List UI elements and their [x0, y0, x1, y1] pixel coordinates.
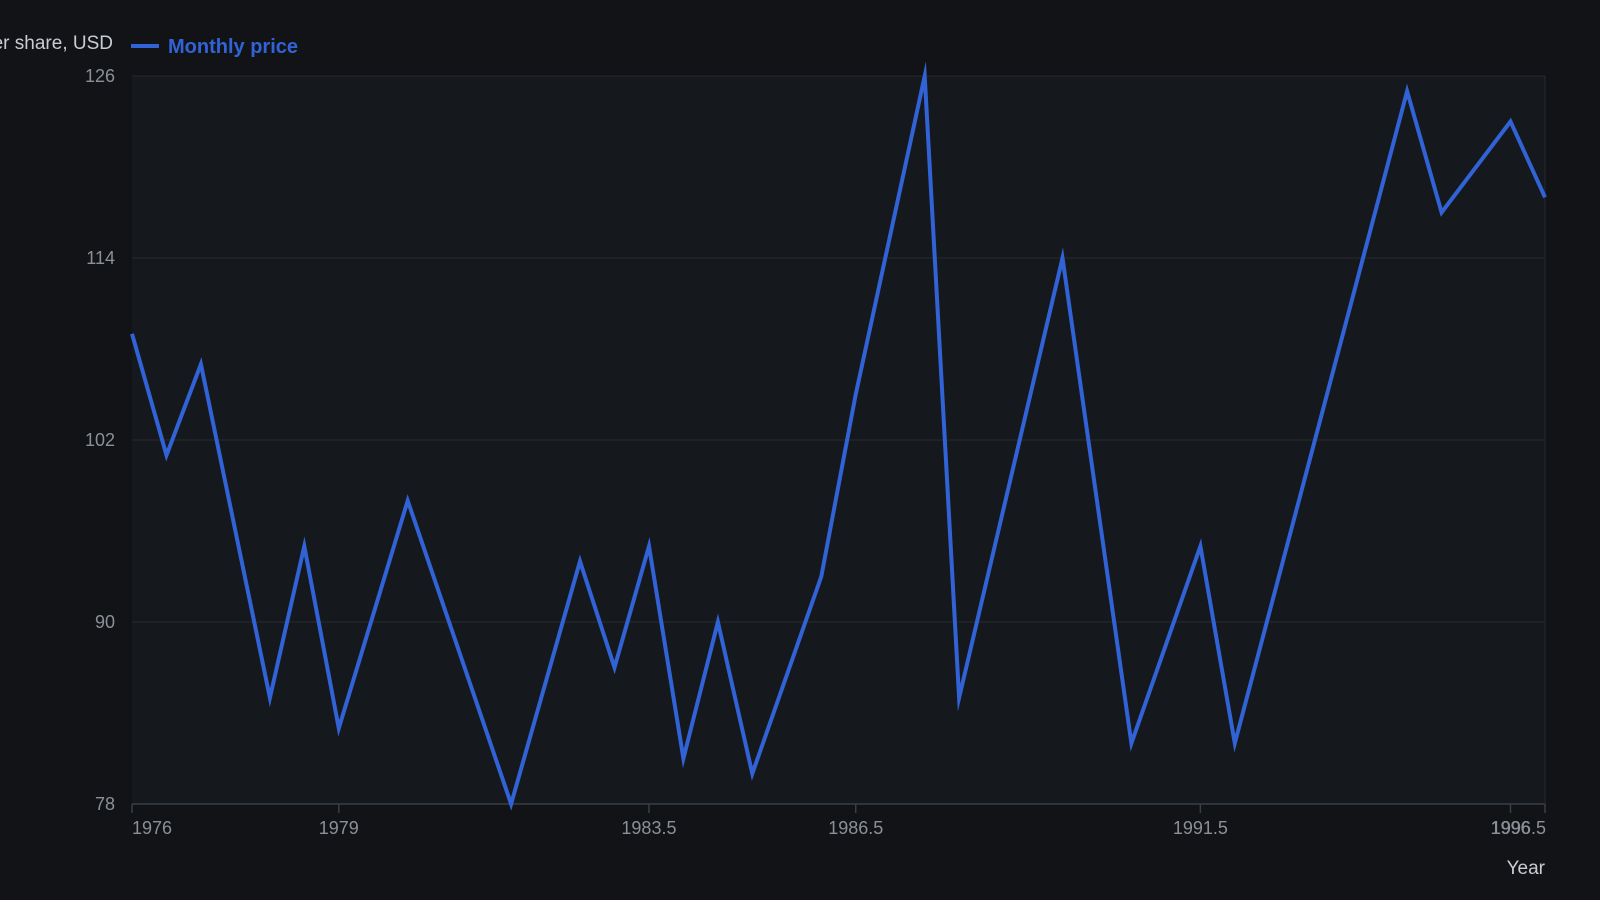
y-tick-label: 90 — [95, 612, 115, 632]
series-line-0 — [130, 61, 1547, 811]
y-tick-label: 102 — [85, 430, 115, 450]
x-tick-label: 1986.5 — [828, 818, 883, 838]
y-axis-ticks: 78 90 102 114 126 — [85, 66, 115, 814]
legend-label: Monthly price — [168, 36, 298, 58]
y-tick-label: 78 — [95, 794, 115, 814]
x-tick-label: 1996.5 — [1491, 818, 1546, 838]
x-tick-label: 1991.5 — [1173, 818, 1228, 838]
x-tick-label: 1979 — [319, 818, 359, 838]
series-group — [130, 61, 1547, 811]
x-tick-label: 1996 — [1491, 818, 1531, 838]
x-tick-label: 1983.5 — [621, 818, 676, 838]
x-tick-label: 1976 — [132, 818, 172, 838]
y-tick-label: 114 — [86, 248, 115, 268]
y-tick-label: 126 — [85, 66, 115, 86]
x-axis-title: Year — [1507, 858, 1546, 879]
y-axis-title: Price per share, USD — [0, 33, 113, 54]
